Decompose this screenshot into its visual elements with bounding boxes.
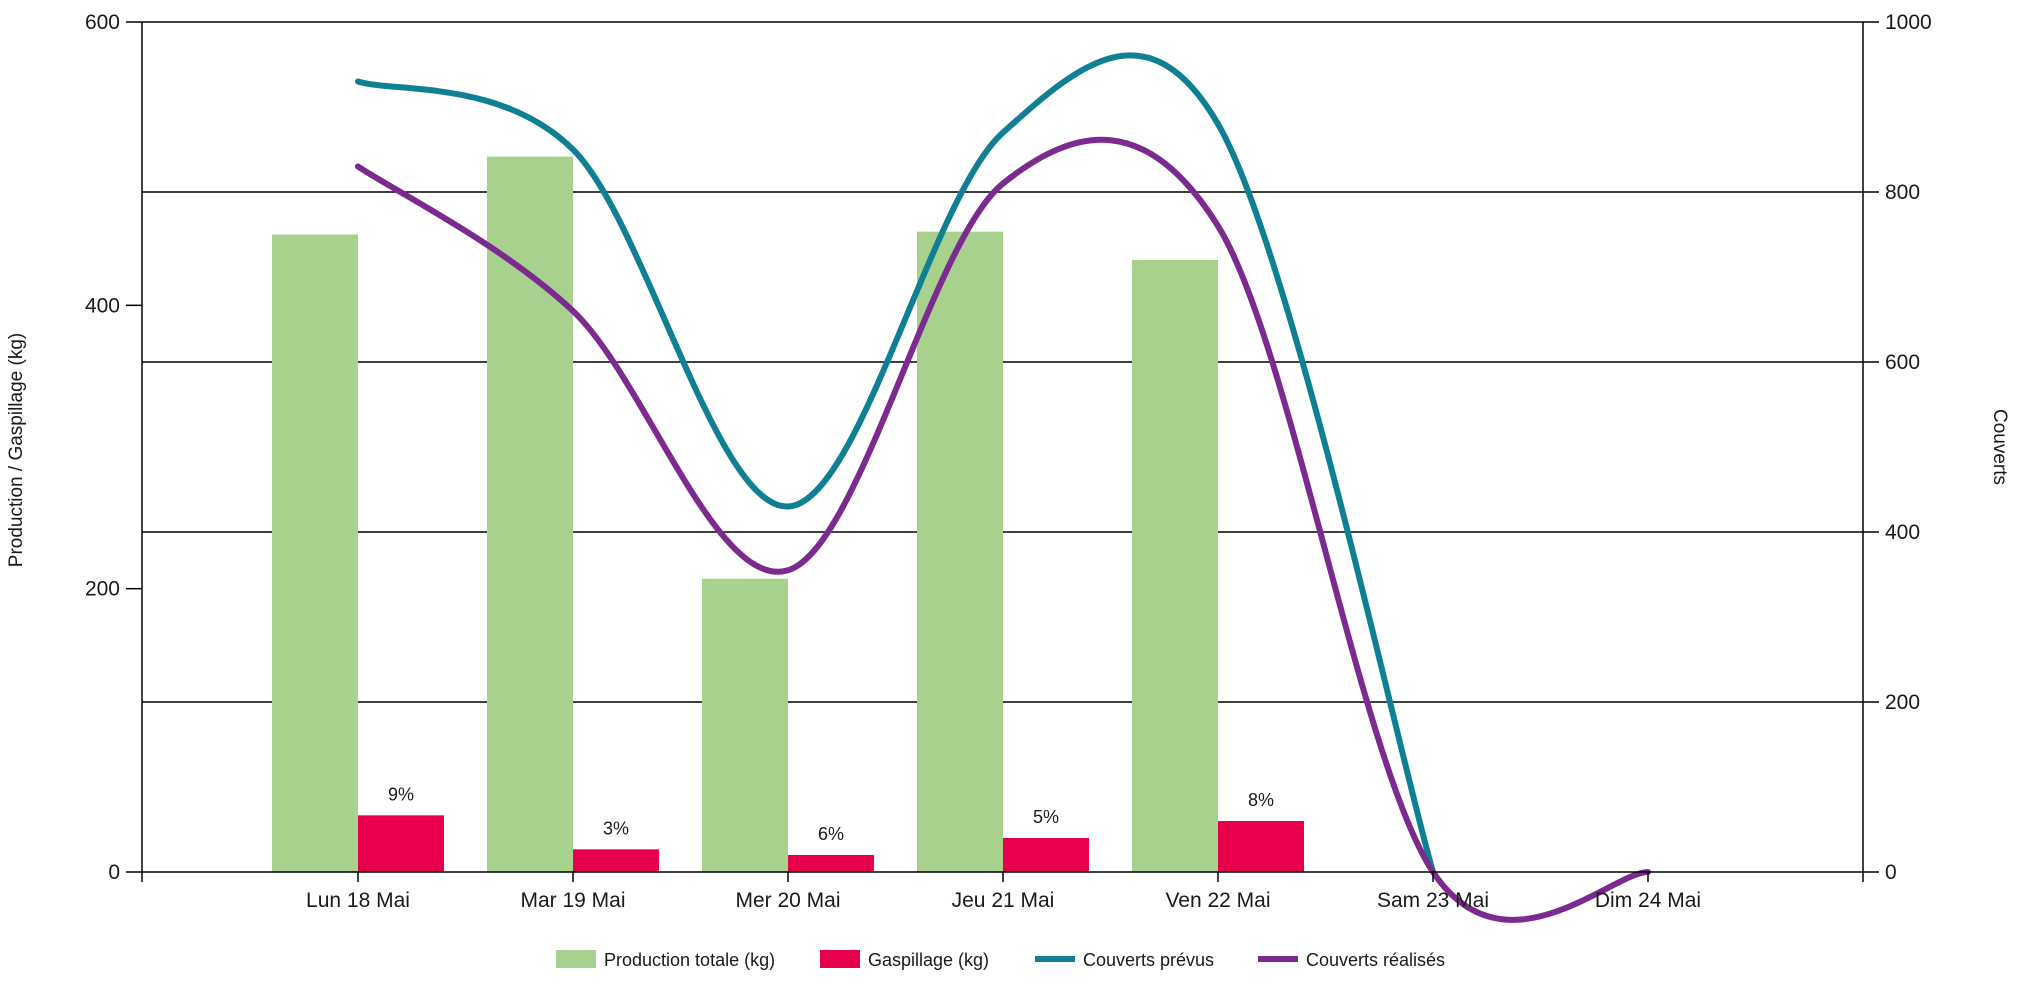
y-right-tick-label: 0 bbox=[1885, 861, 1897, 884]
y-axis-left-title: Production / Gaspillage (kg) bbox=[6, 333, 27, 567]
data-label: 3% bbox=[603, 818, 629, 838]
bar-production bbox=[272, 234, 358, 872]
y-right-tick-label: 800 bbox=[1885, 181, 1920, 204]
y-right-tick-label: 600 bbox=[1885, 351, 1920, 374]
x-tick-label: Ven 22 Mai bbox=[1165, 889, 1270, 912]
line-couverts-prevus bbox=[355, 52, 1436, 875]
y-axis-right-title: Couverts bbox=[1989, 409, 2010, 485]
x-tick-label: Mer 20 Mai bbox=[735, 889, 840, 912]
bar-gaspillage bbox=[358, 815, 444, 872]
y-right-tick-label: 200 bbox=[1885, 691, 1920, 714]
bar-production bbox=[702, 578, 788, 872]
legend-item: Couverts réalisés bbox=[1258, 950, 1445, 970]
data-label: 6% bbox=[818, 824, 844, 844]
x-tick-label: Jeu 21 Mai bbox=[952, 889, 1055, 912]
legend-label: Couverts prévus bbox=[1083, 950, 1214, 970]
x-tick-label: Mar 19 Mai bbox=[520, 889, 625, 912]
legend-swatch bbox=[556, 950, 596, 968]
bar-production bbox=[487, 156, 573, 873]
bar-production bbox=[1132, 260, 1218, 872]
legend-item: Couverts prévus bbox=[1035, 950, 1214, 970]
legend-label: Production totale (kg) bbox=[604, 950, 775, 970]
lines bbox=[355, 52, 1651, 923]
bar-production bbox=[917, 231, 1003, 872]
bar-gaspillage bbox=[788, 855, 874, 872]
bar-gaspillage bbox=[1003, 838, 1089, 872]
y-left-tick-label: 600 bbox=[85, 11, 120, 34]
y-left-tick-label: 200 bbox=[85, 578, 120, 601]
axes: 0 200 400 600 0 200 400 600 800 1000 Lun 18 Mai Mar… bbox=[85, 11, 1932, 912]
y-right-tick-label: 1000 bbox=[1885, 11, 1932, 34]
data-label: 9% bbox=[388, 784, 414, 804]
legend: Production totale (kg) Gaspillage (kg) Cou… bbox=[556, 950, 1445, 970]
legend-label: Gaspillage (kg) bbox=[868, 950, 989, 970]
data-label: 5% bbox=[1033, 807, 1059, 827]
bars: 9% 3% 6% 5% 8% bbox=[272, 156, 1304, 873]
legend-swatch bbox=[820, 950, 860, 968]
legend-item: Production totale (kg) bbox=[556, 950, 775, 970]
x-tick-label: Dim 24 Mai bbox=[1595, 889, 1701, 912]
x-tick-label: Lun 18 Mai bbox=[306, 889, 410, 912]
bar-gaspillage bbox=[1218, 821, 1304, 872]
y-left-tick-label: 0 bbox=[108, 861, 120, 884]
line-couverts-realises bbox=[355, 136, 1651, 923]
legend-label: Couverts réalisés bbox=[1306, 950, 1445, 970]
x-tick-label: Sam 23 Mai bbox=[1377, 889, 1489, 912]
y-right-tick-label: 400 bbox=[1885, 521, 1920, 544]
bar-gaspillage bbox=[573, 849, 659, 872]
legend-item: Gaspillage (kg) bbox=[820, 950, 989, 970]
y-left-tick-label: 400 bbox=[85, 294, 120, 317]
data-label: 8% bbox=[1248, 790, 1274, 810]
